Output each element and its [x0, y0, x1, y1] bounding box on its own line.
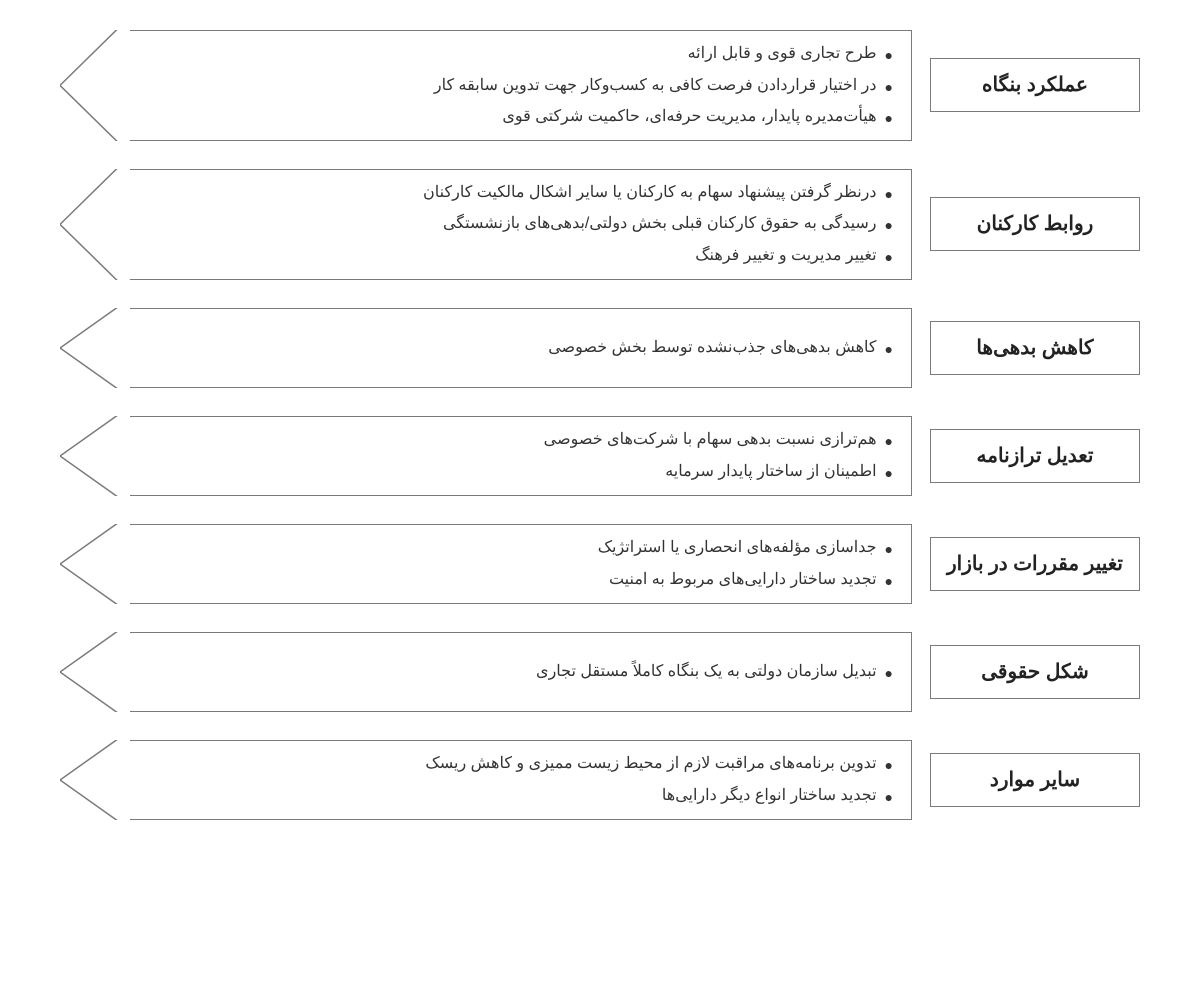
arrow-body: ● طرح تجاری قوی و قابل ارائه ● در اختیار ق… — [130, 30, 912, 141]
arrow-head-icon — [60, 308, 130, 388]
bullet-icon: ● — [885, 434, 893, 448]
bullet-text: جداسازی مؤلفه‌های انحصاری یا استراتژیک — [136, 535, 877, 561]
arrow: ● تدوین برنامه‌های مراقبت لازم از محیط زی… — [60, 740, 912, 820]
category-label: سایر موارد — [930, 753, 1140, 807]
diagram-row: کاهش بدهی‌ها ● کاهش بدهی‌های جذب‌نشده توس… — [60, 308, 1140, 388]
bullet-text: تجدید ساختار انواع دیگر دارایی‌ها — [136, 783, 877, 809]
bullet-icon: ● — [885, 342, 893, 356]
bullet-item: ● درنظر گرفتن پیشنهاد سهام به کارکنان یا … — [136, 180, 893, 206]
bullet-text: تدوین برنامه‌های مراقبت لازم از محیط زیس… — [136, 751, 877, 777]
category-label: عملکرد بنگاه — [930, 58, 1140, 112]
diagram-row: شکل حقوقی ● تبدیل سازمان دولتی به یک بنگا… — [60, 632, 1140, 712]
bullet-text: تغییر مدیریت و تغییر فرهنگ — [136, 243, 877, 269]
diagram-row: سایر موارد ● تدوین برنامه‌های مراقبت لازم… — [60, 740, 1140, 820]
arrow-body: ● تدوین برنامه‌های مراقبت لازم از محیط زی… — [130, 740, 912, 820]
category-label: شکل حقوقی — [930, 645, 1140, 699]
bullet-item: ● تجدید ساختار دارایی‌های مربوط به امنیت — [136, 567, 893, 593]
diagram-container: عملکرد بنگاه ● طرح تجاری قوی و قابل ارائه… — [60, 30, 1140, 820]
category-label: تغییر مقررات در بازار — [930, 537, 1140, 591]
bullet-item: ● هیأت‌مدیره پایدار، مدیریت حرفه‌ای، حاکم… — [136, 104, 893, 130]
bullet-text: هم‌ترازی نسبت بدهی سهام با شرکت‌های خصوص… — [136, 427, 877, 453]
category-label: روابط کارکنان — [930, 197, 1140, 251]
bullet-icon: ● — [885, 80, 893, 94]
bullet-text: طرح تجاری قوی و قابل ارائه — [136, 41, 877, 67]
bullet-icon: ● — [885, 466, 893, 480]
arrow: ●جداسازی مؤلفه‌های انحصاری یا استراتژیک … — [60, 524, 912, 604]
diagram-row: روابط کارکنان ● درنظر گرفتن پیشنهاد سهام … — [60, 169, 1140, 280]
bullet-icon: ● — [885, 48, 893, 62]
arrow-body: ● تبدیل سازمان دولتی به یک بنگاه کاملاً م… — [130, 632, 912, 712]
bullet-item: ● تبدیل سازمان دولتی به یک بنگاه کاملاً م… — [136, 659, 893, 685]
bullet-text: کاهش بدهی‌های جذب‌نشده توسط بخش خصوصی — [136, 335, 877, 361]
diagram-row: عملکرد بنگاه ● طرح تجاری قوی و قابل ارائه… — [60, 30, 1140, 141]
bullet-item: ● کاهش بدهی‌های جذب‌نشده توسط بخش خصوصی — [136, 335, 893, 361]
arrow-head-icon — [60, 632, 130, 712]
bullet-text: تبدیل سازمان دولتی به یک بنگاه کاملاً مس… — [136, 659, 877, 685]
bullet-text: اطمینان از ساختار پایدار سرمایه — [136, 459, 877, 485]
arrow-body: ● هم‌ترازی نسبت بدهی سهام با شرکت‌های خصو… — [130, 416, 912, 496]
bullet-text: هیأت‌مدیره پایدار، مدیریت حرفه‌ای، حاکمی… — [136, 104, 877, 130]
arrow: ● تبدیل سازمان دولتی به یک بنگاه کاملاً م… — [60, 632, 912, 712]
bullet-item: ● جداسازی مؤلفه‌های انحصاری یا استراتژیک — [136, 535, 893, 561]
bullet-item: ● اطمینان از ساختار پایدار سرمایه — [136, 459, 893, 485]
bullet-item: ● رسیدگی به حقوق کارکنان قبلی بخش دولتی/ب… — [136, 211, 893, 237]
bullet-item: ● تدوین برنامه‌های مراقبت لازم از محیط زی… — [136, 751, 893, 777]
arrow-body: ● کاهش بدهی‌های جذب‌نشده توسط بخش خصوصی — [130, 308, 912, 388]
bullet-icon: ● — [885, 666, 893, 680]
bullet-icon: ● — [885, 250, 893, 264]
bullet-icon: ● — [885, 218, 893, 232]
arrow-head-icon — [60, 524, 130, 604]
bullet-item: ● در اختیار قراردادن فرصت کافی به کسب‌وکا… — [136, 73, 893, 99]
bullet-text: تجدید ساختار دارایی‌های مربوط به امنیت — [136, 567, 877, 593]
arrow: ● هم‌ترازی نسبت بدهی سهام با شرکت‌های خصو… — [60, 416, 912, 496]
bullet-item: ● هم‌ترازی نسبت بدهی سهام با شرکت‌های خصو… — [136, 427, 893, 453]
arrow-head-icon — [60, 740, 130, 820]
arrow-body: ● درنظر گرفتن پیشنهاد سهام به کارکنان یا … — [130, 169, 912, 280]
diagram-row: تعدیل ترازنامه ● هم‌ترازی نسبت بدهی سهام … — [60, 416, 1140, 496]
bullet-icon: ● — [885, 574, 893, 588]
arrow-head-icon — [60, 169, 130, 280]
category-label: تعدیل ترازنامه — [930, 429, 1140, 483]
bullet-icon: ● — [885, 542, 893, 556]
arrow: ● درنظر گرفتن پیشنهاد سهام به کارکنان یا … — [60, 169, 912, 280]
bullet-text: درنظر گرفتن پیشنهاد سهام به کارکنان یا س… — [136, 180, 877, 206]
bullet-text: رسیدگی به حقوق کارکنان قبلی بخش دولتی/بد… — [136, 211, 877, 237]
arrow: ● طرح تجاری قوی و قابل ارائه ● در اختیار ق… — [60, 30, 912, 141]
bullet-icon: ● — [885, 758, 893, 772]
bullet-icon: ● — [885, 790, 893, 804]
arrow-body: ●جداسازی مؤلفه‌های انحصاری یا استراتژیک … — [130, 524, 912, 604]
bullet-item: ● طرح تجاری قوی و قابل ارائه — [136, 41, 893, 67]
bullet-item: ● تغییر مدیریت و تغییر فرهنگ — [136, 243, 893, 269]
bullet-icon: ● — [885, 111, 893, 125]
diagram-row: تغییر مقررات در بازار ● جداسازی مؤلفه‌های… — [60, 524, 1140, 604]
bullet-icon: ● — [885, 187, 893, 201]
bullet-text: در اختیار قراردادن فرصت کافی به کسب‌وکار… — [136, 73, 877, 99]
category-label: کاهش بدهی‌ها — [930, 321, 1140, 375]
arrow-head-icon — [60, 416, 130, 496]
arrow-head-icon — [60, 30, 130, 141]
arrow: ● کاهش بدهی‌های جذب‌نشده توسط بخش خصوصی — [60, 308, 912, 388]
bullet-item: ● تجدید ساختار انواع دیگر دارایی‌ها — [136, 783, 893, 809]
